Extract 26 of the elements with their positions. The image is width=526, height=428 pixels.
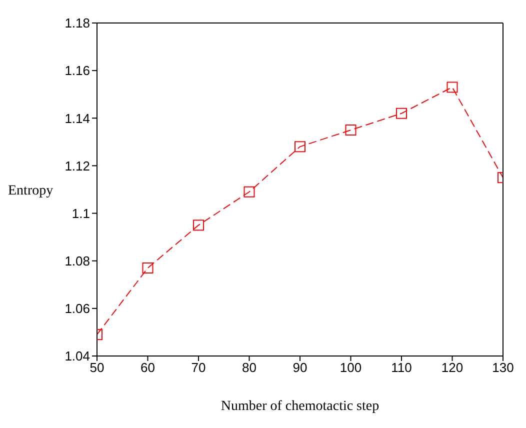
point bbox=[345, 124, 356, 136]
x-tick-label: 120 bbox=[441, 360, 464, 376]
x-tick-label: 50 bbox=[90, 360, 104, 376]
x-tick-label: 60 bbox=[140, 360, 155, 376]
x-tick-label: 110 bbox=[391, 360, 412, 376]
point bbox=[446, 82, 458, 93]
point bbox=[396, 108, 407, 119]
x-tick-label: 100 bbox=[340, 360, 362, 376]
y-tick-label: 1.16 bbox=[64, 63, 90, 78]
point bbox=[193, 220, 204, 231]
x-tick-label: 70 bbox=[191, 360, 206, 376]
y-tick-label: 1.14 bbox=[64, 110, 90, 126]
x-tick-label: 80 bbox=[242, 360, 256, 376]
y-tick-label: 1.18 bbox=[64, 16, 90, 31]
y-axis-title: Entropy bbox=[8, 183, 54, 198]
x-tick-label: 90 bbox=[292, 360, 308, 376]
y-tick-label: 1.06 bbox=[64, 301, 90, 316]
y-tick-label: 1.1 bbox=[72, 206, 90, 221]
point bbox=[142, 262, 154, 274]
point bbox=[244, 186, 255, 198]
x-axis-title: Number of chemotactic step bbox=[220, 399, 380, 414]
point bbox=[294, 141, 306, 152]
y-tick-label: 1.04 bbox=[64, 348, 90, 364]
y-tick-label: 1.12 bbox=[64, 158, 90, 174]
x-tick-label: 130 bbox=[492, 360, 514, 376]
y-tick-label: 1.08 bbox=[64, 253, 90, 268]
